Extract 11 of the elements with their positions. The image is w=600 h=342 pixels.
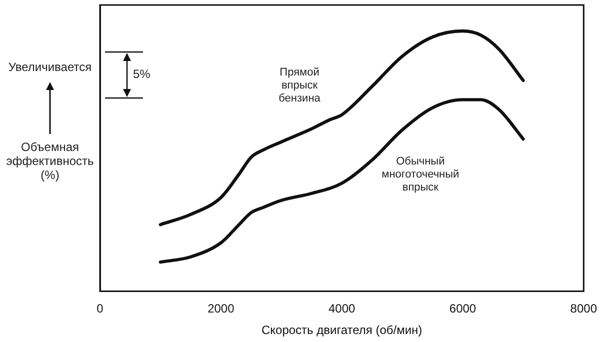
x-tick-label: 8000 <box>570 302 598 316</box>
x-axis-title: Скорость двигателя (об/мин) <box>261 323 422 338</box>
x-tick-label: 0 <box>96 302 104 316</box>
series-label: Прямой впрыск бензина <box>278 66 322 104</box>
annotation: 5% <box>133 67 150 81</box>
x-tick-label: 2000 <box>208 302 235 316</box>
x-tick-label: 4000 <box>328 302 356 316</box>
series-label: Обычный многоточечный впрыск <box>382 155 460 194</box>
text: Увеличивается <box>7 60 93 74</box>
y-axis-title: Объемная эффективность (%) <box>5 140 95 182</box>
x-tick-label: 6000 <box>449 302 476 316</box>
